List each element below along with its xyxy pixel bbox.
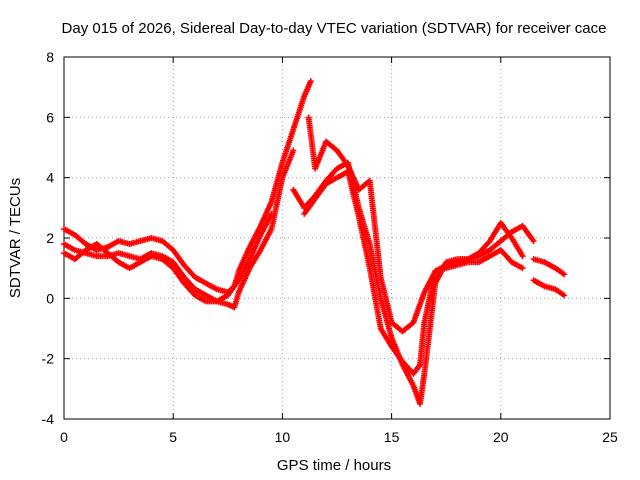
x-tick-label: 5: [169, 429, 177, 445]
y-tick-label: 0: [46, 290, 54, 306]
series-track-c: [61, 210, 275, 305]
series-track-g: [530, 277, 568, 299]
data-point: [530, 238, 537, 245]
y-tick-label: 2: [46, 230, 54, 246]
x-tick-label: 15: [384, 429, 400, 445]
x-tick-label: 10: [275, 429, 291, 445]
data-point: [290, 147, 297, 154]
y-tick-label: -4: [42, 411, 55, 427]
x-tick-label: 20: [493, 429, 509, 445]
series-track-f: [305, 114, 537, 335]
data-points: [61, 78, 568, 407]
axis-ticks: 0 5 10 15 20 25 -4 -2 0 2 4 6 8: [42, 49, 618, 445]
series-track-a: [61, 78, 314, 296]
y-tick-label: 4: [46, 170, 54, 186]
x-axis-title: GPS time / hours: [277, 457, 391, 474]
x-tick-label: 25: [602, 429, 618, 445]
series-track-e: [301, 168, 526, 377]
y-tick-label: 8: [46, 49, 54, 65]
data-point: [561, 292, 568, 299]
series-track-h: [530, 256, 568, 278]
x-tick-label: 0: [60, 429, 68, 445]
data-point: [268, 210, 275, 217]
data-point: [519, 253, 526, 260]
data-point: [519, 265, 526, 272]
y-axis-title: SDTVAR / TECUs: [7, 178, 24, 298]
y-tick-label: -2: [42, 351, 55, 367]
y-tick-label: 6: [46, 109, 54, 125]
data-point: [307, 78, 314, 85]
chart-title: Day 015 of 2026, Sidereal Day-to-day VTE…: [62, 20, 607, 37]
data-point: [561, 271, 568, 278]
